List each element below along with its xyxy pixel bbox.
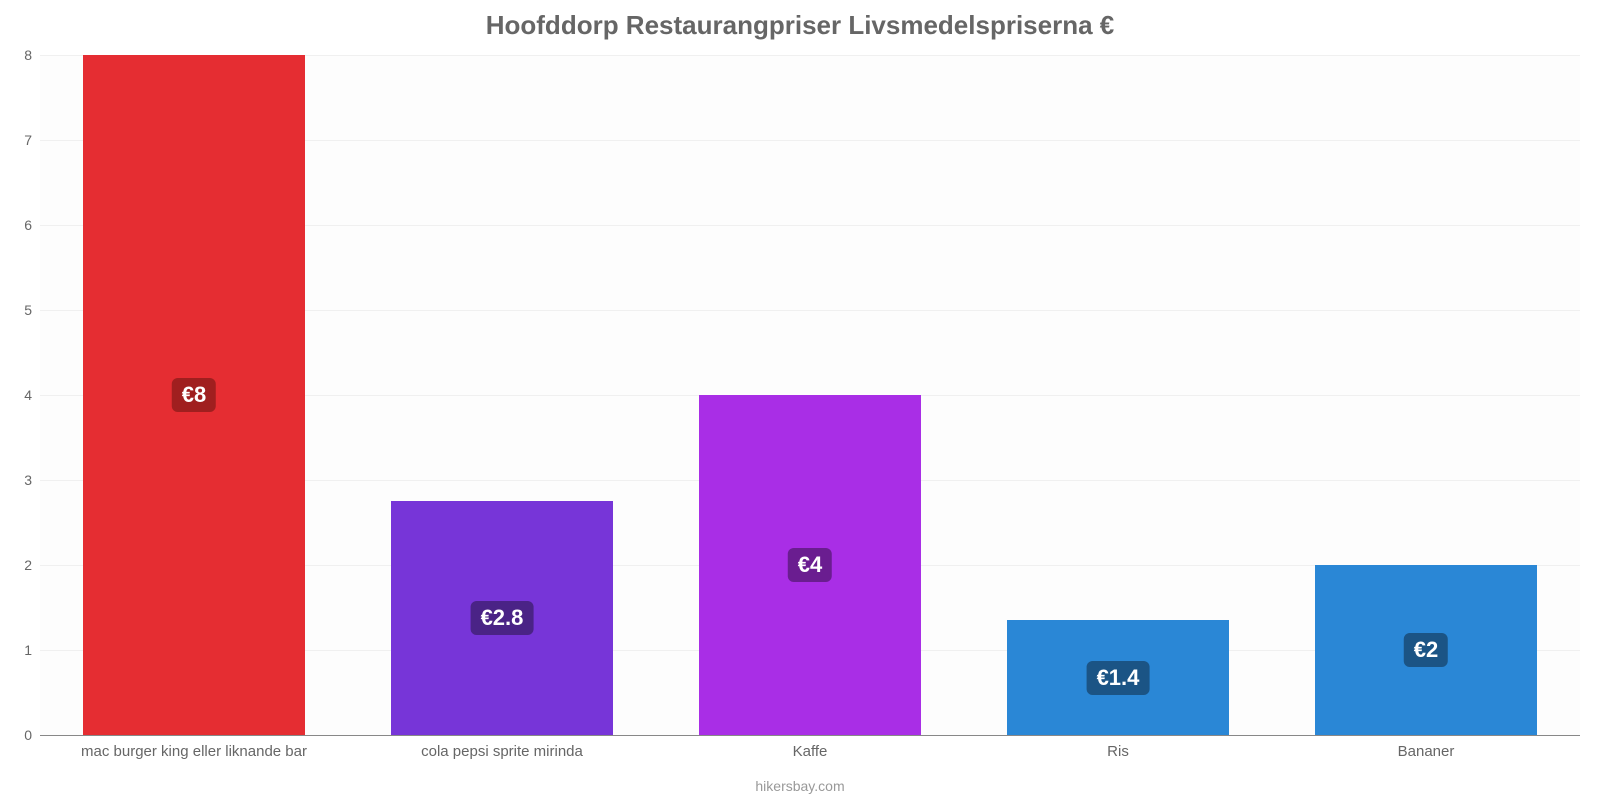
y-tick-label: 7 <box>24 132 40 148</box>
y-tick-label: 0 <box>24 727 40 743</box>
y-tick-label: 2 <box>24 557 40 573</box>
source-attribution: hikersbay.com <box>0 778 1600 794</box>
y-tick-label: 4 <box>24 387 40 403</box>
bar-value-label: €2.8 <box>471 601 534 635</box>
bar-value-label: €1.4 <box>1087 661 1150 695</box>
x-tick-label: cola pepsi sprite mirinda <box>421 735 583 760</box>
x-tick-label: mac burger king eller liknande bar <box>81 735 307 760</box>
y-tick-label: 5 <box>24 302 40 318</box>
bar-value-label: €8 <box>172 378 216 412</box>
price-bar-chart: Hoofddorp Restaurangpriser Livsmedelspri… <box>0 0 1600 800</box>
y-tick-label: 8 <box>24 47 40 63</box>
y-tick-label: 6 <box>24 217 40 233</box>
bar: €1.4 <box>1007 620 1229 735</box>
x-tick-label: Kaffe <box>793 735 828 760</box>
bar: €4 <box>699 395 921 735</box>
bar: €2 <box>1315 565 1537 735</box>
x-tick-label: Ris <box>1107 735 1129 760</box>
y-tick-label: 3 <box>24 472 40 488</box>
bar: €2.8 <box>391 501 613 735</box>
y-tick-label: 1 <box>24 642 40 658</box>
x-tick-label: Bananer <box>1398 735 1455 760</box>
chart-title: Hoofddorp Restaurangpriser Livsmedelspri… <box>0 10 1600 41</box>
bar-value-label: €2 <box>1404 633 1448 667</box>
plot-area: 012345678€8mac burger king eller liknand… <box>40 55 1580 735</box>
bar: €8 <box>83 55 305 735</box>
bar-value-label: €4 <box>788 548 832 582</box>
